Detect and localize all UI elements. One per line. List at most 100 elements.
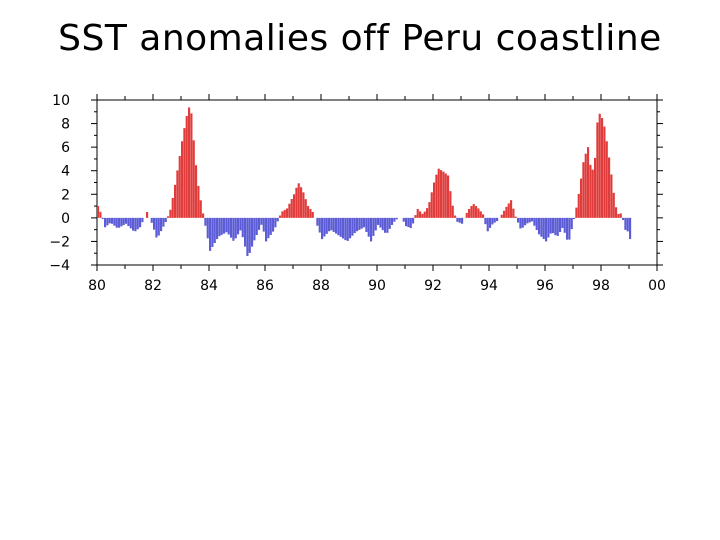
anomaly-bar: [146, 211, 149, 218]
anomaly-bar: [556, 217, 559, 236]
anomaly-bar: [622, 217, 625, 221]
anomaly-bar: [300, 187, 303, 218]
anomaly-bar: [274, 217, 277, 228]
anomaly-bar: [281, 211, 284, 218]
anomaly-bar: [176, 170, 179, 218]
anomaly-bar: [533, 217, 536, 226]
anomaly-bar: [577, 193, 580, 218]
anomaly-bar: [218, 217, 221, 237]
anomaly-bar: [612, 192, 615, 218]
anomaly-bar: [589, 164, 592, 218]
anomaly-bar: [484, 217, 487, 225]
anomaly-bar: [619, 213, 622, 218]
y-tick-label: 6: [61, 140, 70, 156]
anomaly-bar: [293, 194, 296, 218]
anomaly-bar: [535, 217, 538, 231]
anomaly-bar: [391, 217, 394, 225]
anomaly-bar: [435, 174, 438, 218]
anomaly-bar: [190, 113, 193, 218]
anomaly-bar: [472, 204, 475, 218]
anomaly-bar: [349, 217, 352, 239]
anomaly-bar: [183, 128, 186, 218]
anomaly-bar: [482, 214, 485, 218]
anomaly-bar: [335, 217, 338, 234]
anomaly-bar: [178, 155, 181, 218]
anomaly-bar: [330, 217, 333, 231]
anomaly-bar: [377, 217, 380, 225]
anomaly-bar: [311, 211, 314, 218]
anomaly-bar: [608, 157, 611, 218]
anomaly-bar: [568, 217, 571, 240]
anomaly-bar: [461, 217, 464, 224]
anomaly-bar: [363, 217, 366, 228]
anomaly-bar: [353, 217, 356, 234]
anomaly-bar: [500, 214, 503, 218]
x-tick-label: 94: [480, 278, 498, 294]
anomaly-bar: [561, 217, 564, 229]
x-tick-label: 80: [88, 278, 106, 294]
anomaly-bar: [547, 217, 550, 238]
anomaly-bar: [290, 199, 293, 218]
anomaly-bar: [150, 217, 153, 223]
anomaly-bar: [97, 206, 100, 218]
anomaly-bar: [304, 199, 307, 218]
anomaly-bar: [269, 217, 272, 235]
anomaly-bar: [423, 211, 426, 218]
anomaly-bar: [388, 217, 391, 229]
anomaly-bar: [629, 217, 632, 240]
anomaly-bar: [598, 113, 601, 218]
anomaly-bar: [566, 217, 569, 240]
anomaly-bar: [458, 217, 461, 223]
anomaly-bar: [477, 208, 480, 218]
bar-series: [97, 107, 632, 257]
anomaly-bar: [540, 217, 543, 237]
anomaly-bar: [230, 217, 233, 238]
anomaly-bar: [531, 217, 534, 222]
anomaly-bar: [570, 217, 573, 230]
y-tick-labels: 10 8 6 4 2 0 −2 −4: [49, 93, 70, 274]
anomaly-bar: [538, 217, 541, 235]
anomaly-bar: [426, 208, 429, 218]
anomaly-bar: [430, 192, 433, 218]
anomaly-bar: [227, 217, 230, 235]
anomaly-bar: [617, 214, 620, 218]
anomaly-bar: [409, 217, 412, 229]
anomaly-bar: [279, 215, 282, 218]
anomaly-bar: [493, 217, 496, 223]
anomaly-bar: [407, 217, 410, 228]
anomaly-bar: [351, 217, 354, 236]
x-tick-label: 92: [424, 278, 442, 294]
anomaly-bar: [393, 217, 396, 222]
anomaly-bar: [402, 217, 405, 222]
anomaly-bar: [328, 217, 331, 232]
y-tick-label: −4: [49, 258, 70, 274]
anomaly-bar: [157, 217, 160, 236]
anomaly-bar: [563, 217, 566, 233]
anomaly-bar: [468, 209, 471, 218]
anomaly-bar: [136, 217, 139, 230]
anomaly-bar: [559, 217, 562, 232]
anomaly-bar: [454, 215, 457, 218]
anomaly-bar: [528, 217, 531, 223]
anomaly-bar: [122, 217, 125, 226]
anomaly-bar: [456, 217, 459, 222]
anomaly-bar: [428, 202, 431, 218]
anomaly-bar: [211, 217, 214, 247]
anomaly-bar: [386, 217, 389, 233]
anomaly-bar: [297, 183, 300, 218]
anomaly-bar: [202, 213, 205, 218]
x-tick-label: 88: [312, 278, 330, 294]
anomaly-bar: [342, 217, 345, 239]
anomaly-bar: [276, 217, 279, 222]
anomaly-bar: [272, 217, 275, 232]
anomaly-bar: [582, 162, 585, 218]
anomaly-bar: [626, 217, 629, 232]
slide-title: SST anomalies off Peru coastline: [58, 18, 662, 59]
anomaly-bar: [206, 217, 209, 239]
anomaly-bar: [160, 217, 163, 232]
anomaly-bar: [591, 169, 594, 218]
anomaly-bar: [283, 209, 286, 218]
anomaly-bar: [216, 217, 219, 240]
anomaly-bar: [265, 217, 268, 242]
